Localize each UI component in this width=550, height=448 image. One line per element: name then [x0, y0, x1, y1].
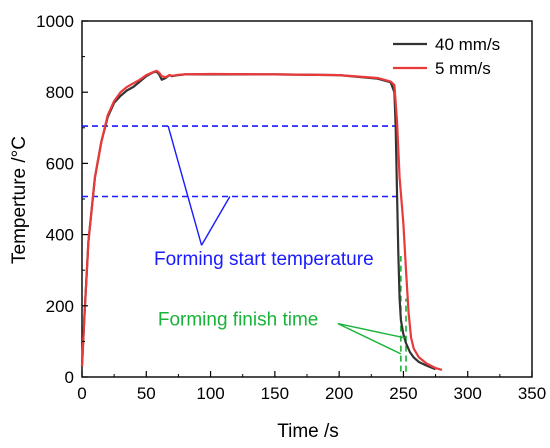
x-tick-label: 50 [137, 384, 156, 403]
series-layer [80, 69, 443, 371]
legend-label: 5 mm/s [435, 59, 491, 78]
legend-label: 40 mm/s [435, 35, 500, 54]
y-tick-label: 200 [46, 297, 74, 316]
annotation-layer: Forming start temperature Forming finish … [154, 125, 405, 355]
annotation-pointer [337, 322, 405, 339]
annotation-pointer [200, 196, 231, 246]
y-tick-label: 0 [65, 368, 74, 387]
annotation-label: Forming finish time [158, 309, 319, 330]
x-tick-label: 100 [196, 384, 224, 403]
series-line-2 [80, 69, 443, 371]
x-tick-label: 150 [261, 384, 289, 403]
y-axis-label: Temperture /°C [9, 136, 30, 264]
x-axis-label: Time /s [277, 421, 339, 442]
annotation-label: Forming start temperature [154, 249, 374, 270]
x-tick-label: 300 [454, 384, 482, 403]
y-tick-label: 800 [46, 83, 74, 102]
y-tick-label: 400 [46, 226, 74, 245]
y-tick-label: 600 [46, 154, 74, 173]
x-tick-label: 200 [325, 384, 353, 403]
x-tick-label: 0 [77, 384, 86, 403]
annotation-pointer [337, 322, 402, 355]
x-tick-label: 250 [389, 384, 417, 403]
reference-lines [82, 125, 407, 372]
y-tick-label: 1000 [36, 12, 74, 31]
legend: 40 mm/s 5 mm/s [393, 35, 500, 78]
ticks-layer: 0 50 100 150 200 250 300 350 0 200 400 600 800 1000 [36, 12, 546, 403]
x-tick-label: 350 [518, 384, 546, 403]
annotation-pointer [167, 125, 203, 246]
